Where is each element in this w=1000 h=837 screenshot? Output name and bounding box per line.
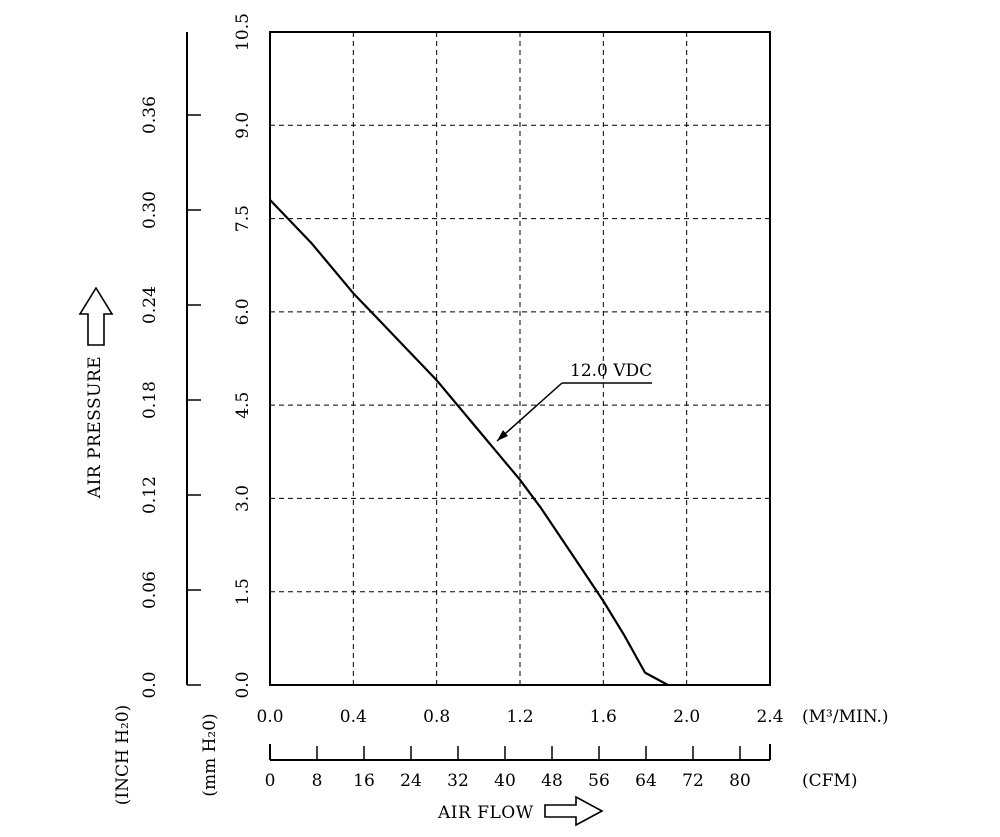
y-tick-label: 7.5: [233, 205, 253, 232]
cfm-tick-label: 8: [312, 771, 323, 791]
y-tick-label: 1.5: [233, 578, 253, 605]
series-leader-line: [496, 382, 563, 442]
y-axis-arrow-icon: [78, 286, 114, 346]
inch-tick-label: 0.18: [140, 381, 160, 419]
cfm-tick-label: 32: [447, 771, 469, 791]
y-tick-label: 3.0: [233, 485, 253, 512]
inch-tick-label: 0.36: [140, 96, 160, 134]
x-tick-label: 2.4: [756, 707, 783, 727]
cfm-tick-label: 40: [494, 771, 516, 791]
cfm-tick-label: 16: [353, 771, 375, 791]
y-tick-label: 9.0: [233, 112, 253, 139]
series-leader-arrowhead: [497, 430, 508, 441]
inch-tick-label: 0.30: [140, 191, 160, 229]
cfm-tick-label: 48: [541, 771, 563, 791]
y-tick-label: 10.5: [233, 13, 253, 51]
cfm-tick-label: 24: [400, 771, 422, 791]
inch-tick-label: 0.0: [140, 671, 160, 698]
y-axis-title: AIR PRESSURE: [85, 356, 105, 499]
cfm-tick-label: 0: [265, 771, 276, 791]
x-axis-arrow-icon: [544, 795, 604, 827]
cfm-tick-label: 56: [588, 771, 610, 791]
inch-tick-label: 0.06: [140, 571, 160, 609]
x-tick-label: 1.2: [506, 707, 533, 727]
x2-axis-unit: (CFM): [802, 771, 857, 791]
series-label: 12.0 VDC: [570, 361, 652, 381]
inch-tick-label: 0.12: [140, 476, 160, 514]
cfm-tick-label: 72: [682, 771, 704, 791]
inch-tick-label: 0.24: [140, 286, 160, 324]
plot-frame: [269, 31, 771, 686]
x-tick-label: 0.4: [340, 707, 367, 727]
x-axis-unit: (M³/MIN.): [802, 707, 889, 727]
x-axis-title: AIR FLOW: [437, 803, 534, 823]
cfm-tick-label: 80: [729, 771, 751, 791]
x-tick-label: 2.0: [673, 707, 700, 727]
x-tick-label: 1.6: [590, 707, 617, 727]
x-tick-label: 0.0: [256, 707, 283, 727]
x-tick-label: 0.8: [423, 707, 450, 727]
series-line-12vdc: [269, 199, 669, 686]
y-tick-label: 4.5: [233, 392, 253, 419]
y2-axis-unit: (INCH H₂0): [113, 705, 133, 806]
cfm-tick-label: 64: [635, 771, 657, 791]
y-tick-label: 6.0: [233, 298, 253, 325]
y-tick-label: 0.0: [233, 671, 253, 698]
y-axis-unit: (mm H₂0): [200, 713, 220, 796]
